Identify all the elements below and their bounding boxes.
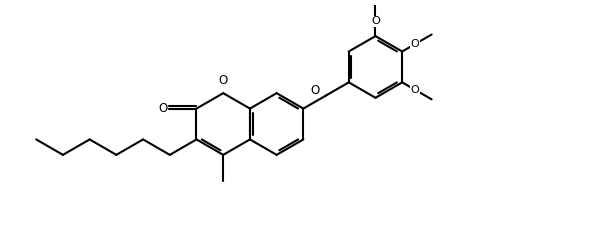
Text: O: O [411, 85, 420, 95]
Text: O: O [159, 102, 167, 115]
Text: O: O [411, 39, 420, 49]
Text: O: O [219, 74, 228, 87]
Text: O: O [310, 84, 319, 97]
Text: O: O [371, 16, 380, 26]
